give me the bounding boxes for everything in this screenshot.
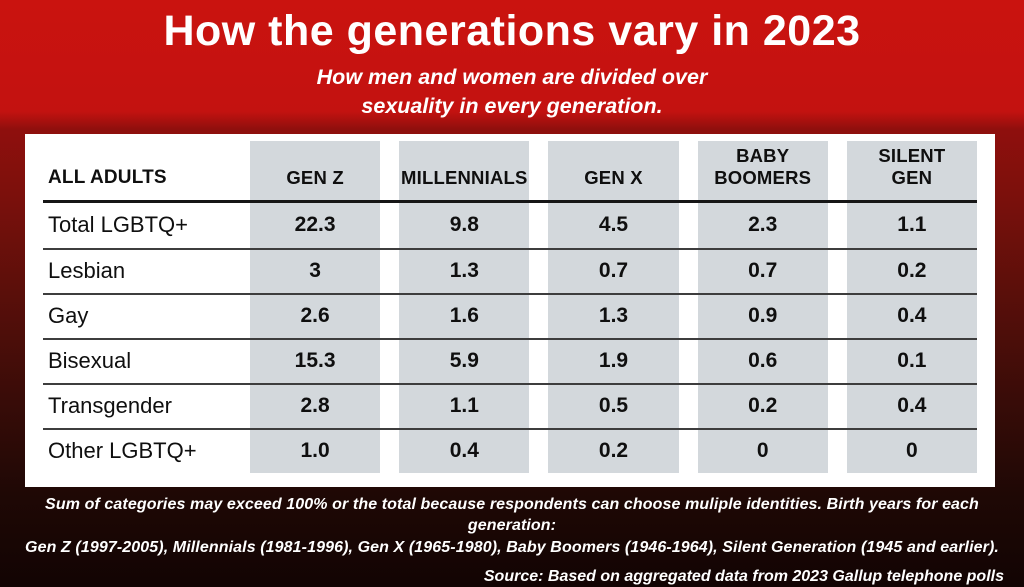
footnote: Sum of categories may exceed 100% or the… xyxy=(0,494,1024,559)
column-header-label: ALL ADULTS xyxy=(48,166,167,188)
value-cell: 5.9 xyxy=(399,339,530,383)
data-table-panel: ALL ADULTS GEN Z MILLENNIALS GEN X BABY … xyxy=(25,133,995,487)
subtitle-line-2: sexuality in every generation. xyxy=(361,93,663,118)
value-cell: 0 xyxy=(697,429,828,473)
row-label: Total LGBTQ+ xyxy=(48,212,189,238)
column-header-label: BABY BOOMERS xyxy=(714,145,812,189)
value-cell: 0.6 xyxy=(697,339,828,383)
value-cell: 9.8 xyxy=(399,202,530,248)
column-header-baby-boomers: BABY BOOMERS xyxy=(697,140,828,200)
value-cell: 0.2 xyxy=(548,429,679,473)
column-header-millennials: MILLENNIALS xyxy=(399,140,530,200)
table-header-row: ALL ADULTS GEN Z MILLENNIALS GEN X BABY … xyxy=(43,140,977,203)
value-cell: 0.5 xyxy=(548,384,679,428)
value-cell: 3 xyxy=(250,249,381,293)
source-note: Source: Based on aggregated data from 20… xyxy=(483,567,1004,585)
subtitle-line-1: How men and women are divided over xyxy=(316,65,708,90)
value-cell: 2.6 xyxy=(250,294,381,338)
value-cell: 2.8 xyxy=(250,384,381,428)
value-cell: 0.4 xyxy=(399,429,530,473)
value-cell: 0.4 xyxy=(846,384,977,428)
value-cell: 0 xyxy=(846,429,977,473)
page-subtitle: How men and women are divided over sexua… xyxy=(0,63,1024,120)
table-row-gay: Gay 2.6 1.6 1.3 0.9 0.4 xyxy=(43,292,977,338)
footnote-line-2: Gen Z (1997-2005), Millennials (1981-199… xyxy=(25,539,999,557)
column-header-label: SILENT GEN xyxy=(878,145,946,189)
row-label: Bisexual xyxy=(48,348,132,374)
value-cell: 1.1 xyxy=(399,384,530,428)
row-label: Lesbian xyxy=(48,258,126,284)
value-cell: 0.7 xyxy=(548,249,679,293)
table-row-lesbian: Lesbian 3 1.3 0.7 0.7 0.2 xyxy=(43,247,977,293)
value-cell: 4.5 xyxy=(548,202,679,248)
table-row-total-lgbtq: Total LGBTQ+ 22.3 9.8 4.5 2.3 1.1 xyxy=(43,202,977,248)
value-cell: 1.3 xyxy=(548,294,679,338)
column-header-silent-gen: SILENT GEN xyxy=(846,140,977,200)
table-row-bisexual: Bisexual 15.3 5.9 1.9 0.6 0.1 xyxy=(43,337,977,383)
value-cell: 0.4 xyxy=(846,294,977,338)
column-header-all-adults: ALL ADULTS xyxy=(43,141,231,200)
value-cell: 1.0 xyxy=(250,429,381,473)
value-cell: 22.3 xyxy=(250,202,381,248)
value-cell: 1.9 xyxy=(548,339,679,383)
value-cell: 0.2 xyxy=(697,384,828,428)
value-cell: 0.7 xyxy=(697,249,828,293)
value-cell: 1.6 xyxy=(399,294,530,338)
column-header-label: GEN X xyxy=(584,167,643,189)
column-header-label: MILLENNIALS xyxy=(401,167,528,189)
value-cell: 1.1 xyxy=(846,202,977,248)
footnote-line-1: Sum of categories may exceed 100% or the… xyxy=(45,495,979,535)
value-cell: 0.9 xyxy=(697,294,828,338)
value-cell: 2.3 xyxy=(697,202,828,248)
column-header-gen-x: GEN X xyxy=(548,140,679,200)
table-row-transgender: Transgender 2.8 1.1 0.5 0.2 0.4 xyxy=(43,382,977,428)
table-row-other-lgbtq: Other LGBTQ+ 1.0 0.4 0.2 0 0 xyxy=(43,427,977,473)
value-cell: 1.3 xyxy=(399,249,530,293)
row-label: Transgender xyxy=(48,393,172,419)
row-label: Gay xyxy=(48,303,89,329)
value-cell: 0.1 xyxy=(846,339,977,383)
value-cell: 0.2 xyxy=(846,249,977,293)
row-label: Other LGBTQ+ xyxy=(48,438,197,464)
value-cell: 15.3 xyxy=(250,339,381,383)
column-header-gen-z: GEN Z xyxy=(250,140,381,200)
page-title: How the generations vary in 2023 xyxy=(163,7,861,55)
column-header-label: GEN Z xyxy=(286,167,344,189)
